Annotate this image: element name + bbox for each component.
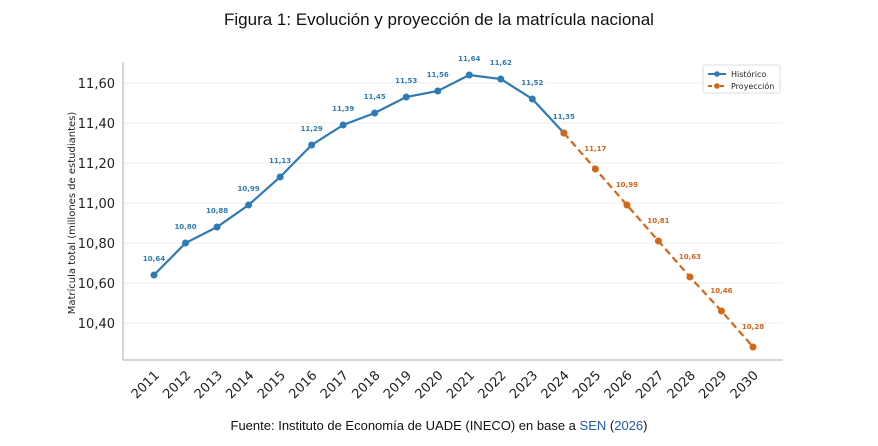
y-tick-label: 11,20 (78, 157, 115, 172)
data-label: 10,88 (206, 207, 228, 215)
data-point (560, 129, 568, 137)
series-line-histórico (153, 73, 565, 276)
data-label: 11,62 (490, 59, 512, 67)
x-tick-label: 2020 (413, 368, 447, 402)
x-tick-label: 2021 (444, 368, 478, 402)
source-note: Fuente: Instituto de Economía de UADE (I… (0, 418, 878, 433)
data-point (150, 271, 158, 279)
y-tick-label: 10,60 (78, 277, 115, 292)
x-tick-label: 2027 (633, 368, 667, 402)
data-label: 11,52 (521, 79, 543, 87)
x-tick-label: 2016 (286, 368, 320, 402)
x-tick-label: 2022 (476, 368, 510, 402)
data-point (497, 75, 505, 83)
data-label: 11,64 (458, 55, 480, 63)
source-link-sen[interactable]: SEN (579, 418, 607, 433)
data-label: 10,63 (679, 253, 701, 261)
x-tick-label: 2029 (696, 368, 730, 402)
data-label: 10,46 (710, 287, 732, 295)
data-point (308, 141, 316, 149)
source-close: ) (643, 418, 648, 433)
data-point (465, 71, 473, 79)
legend-marker (714, 71, 720, 77)
x-tick-label: 2017 (318, 368, 352, 402)
data-label: 11,53 (395, 77, 417, 85)
data-label: 11,29 (301, 125, 323, 133)
data-label: 11,35 (553, 113, 575, 121)
legend-marker (714, 83, 720, 89)
legend-label: Proyección (731, 81, 774, 91)
x-tick-label: 2025 (570, 368, 604, 402)
x-tick-label: 2012 (160, 368, 194, 402)
data-point (182, 239, 190, 247)
data-label: 10,99 (616, 181, 638, 189)
figure-title: Figura 1: Evolución y proyección de la m… (224, 10, 654, 29)
x-tick-label: 2030 (728, 368, 762, 402)
x-tick-label: 2011 (129, 368, 163, 402)
data-label: 11,39 (332, 105, 354, 113)
data-point (213, 223, 221, 231)
x-tick-label: 2014 (223, 368, 257, 402)
data-point (371, 109, 379, 117)
data-point (686, 273, 694, 281)
data-label: 11,13 (269, 157, 291, 165)
data-label: 11,45 (364, 93, 386, 101)
data-label: 10,64 (143, 255, 165, 263)
data-point (528, 95, 536, 103)
data-point (402, 93, 410, 101)
y-axis-label: Matrícula total (millones de estudiantes… (66, 112, 78, 315)
y-tick-label: 11,60 (78, 77, 115, 92)
x-tick-label: 2018 (350, 368, 384, 402)
x-tick-label: 2024 (539, 368, 573, 402)
data-label: 10,28 (742, 323, 764, 331)
y-tick-label: 11,00 (78, 197, 115, 212)
x-tick-label: 2013 (192, 368, 226, 402)
data-label: 10,81 (647, 217, 669, 225)
data-label: 10,99 (238, 185, 260, 193)
x-tick-label: 2026 (602, 368, 636, 402)
source-open: ( (606, 418, 615, 433)
data-point (245, 201, 253, 209)
source-link-year[interactable]: 2026 (614, 418, 644, 433)
source-prefix: Fuente: Instituto de Economía de UADE (I… (230, 418, 580, 433)
x-tick-label: 2019 (381, 368, 415, 402)
y-tick-label: 10,40 (78, 317, 115, 332)
x-tick-label: 2023 (507, 368, 541, 402)
data-point (749, 343, 757, 351)
data-point (339, 121, 347, 129)
data-label: 11,56 (427, 71, 449, 79)
y-tick-label: 11,40 (78, 117, 115, 132)
data-point (654, 237, 662, 245)
data-point (623, 201, 631, 209)
data-point (717, 307, 725, 315)
data-point (276, 173, 284, 181)
y-tick-label: 10,80 (78, 237, 115, 252)
data-label: 11,17 (584, 145, 606, 153)
x-tick-label: 2028 (665, 368, 699, 402)
legend-label: Histórico (731, 69, 766, 79)
data-label: 10,80 (174, 223, 196, 231)
x-tick-label: 2015 (255, 368, 289, 402)
data-point (591, 165, 599, 173)
data-point (434, 87, 442, 95)
